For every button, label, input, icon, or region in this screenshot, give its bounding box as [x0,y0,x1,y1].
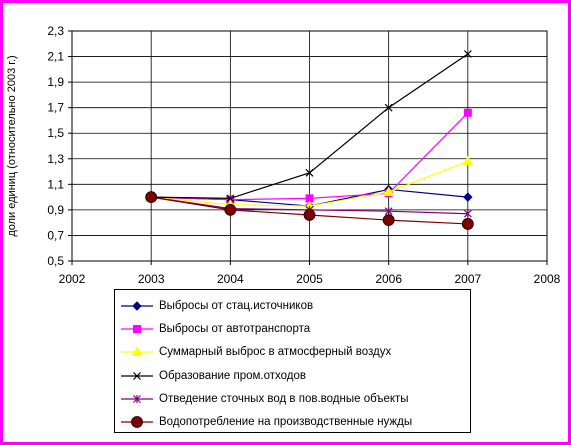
marker-stroke [305,168,314,177]
x-tick-label: 2003 [138,272,165,286]
y-tick-label: 1,5 [47,126,64,140]
legend-swatch [121,371,153,380]
y-tick-label: 1,7 [47,101,64,115]
y-tick-label: 0,7 [47,228,64,242]
data-point [224,203,237,216]
data-point [145,191,158,204]
data-point [133,394,141,403]
data-point [303,209,316,221]
legend-swatch [121,300,153,311]
y-tick-label: 2,3 [47,24,64,38]
line-chart: 0,5 0,7 0,9 1,1 1,3 1,5 1,7 1,9 2,1 2,3 2002 2003 20… [6,24,561,286]
legend-label: Образование пром.отходов [159,369,306,382]
marker-stroke [384,103,393,112]
legend-item: Водопотребление на производственные нужд… [115,410,470,433]
data-point [463,209,472,218]
x-tick-label: 2005 [296,272,323,286]
data-point [463,108,472,117]
x-tick-label: 2002 [59,272,86,286]
marker-stroke [463,50,472,58]
y-tick-label: 1,9 [47,75,64,89]
data-point [462,155,474,166]
marker-stroke [133,371,141,380]
legend-label: Выбросы от стац.источников [159,299,314,312]
y-tick-label: 0,9 [47,203,64,217]
legend: Выбросы от стац.источников Выбросы от авт… [114,289,471,433]
x-tick-label: 2004 [217,272,244,286]
data-point [383,186,395,196]
y-tick-label: 1,3 [47,152,64,166]
legend-item: Выбросы от автотранспорта [115,317,470,340]
legend-item: Отведение сточных вод в пов.водные объек… [115,387,470,410]
legend-swatch [121,324,153,333]
data-point [226,194,235,203]
x-tick-label: 2006 [375,272,402,286]
data-point [461,218,474,230]
legend-label: Отведение сточных вод в пов.водные объек… [159,392,409,405]
legend-label: Суммарный выброс в атмосферный воздух [159,346,392,359]
x-tick-label: 2008 [534,272,561,286]
data-point [131,416,143,429]
data-point [305,168,314,177]
data-point [132,300,142,311]
data-point [133,324,141,333]
x-tick-label: 2007 [454,272,481,286]
legend-label: Выбросы от автотранспорта [159,322,311,335]
data-point [463,192,473,202]
legend-swatch [121,346,153,357]
legend-item: Выбросы от стац.источников [115,294,470,317]
y-tick-label: 2,1 [47,50,64,64]
data-point [382,214,395,227]
data-point [463,50,472,58]
legend-swatch [121,394,153,403]
legend-label: Водопотребление на производственные нужд… [159,416,413,429]
data-point [133,371,141,380]
y-axis-title: доли единиц (относительно 2003 г.) [6,55,18,236]
legend-item: Образование пром.отходов [115,364,470,387]
data-point [384,207,393,216]
data-point [131,346,143,357]
plot-border [71,30,548,262]
data-point [384,103,393,112]
y-tick-label: 0,5 [47,254,64,268]
y-tick-label: 1,1 [47,177,64,191]
legend-item: Суммарный выброс в атмосферный воздух [115,341,470,364]
marker-stroke [226,194,235,203]
legend-swatch [121,416,153,429]
